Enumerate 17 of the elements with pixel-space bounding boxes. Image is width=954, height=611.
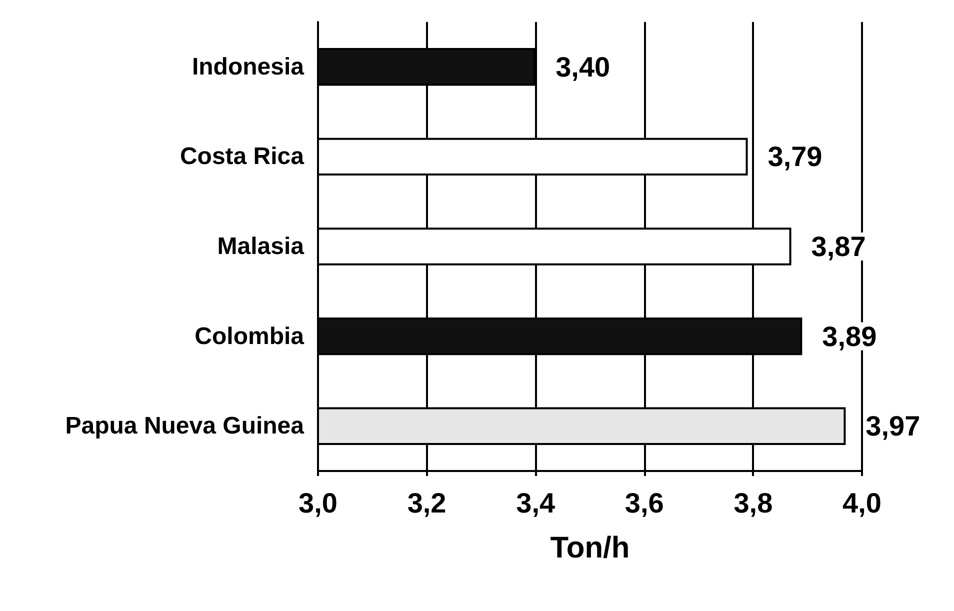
y-tick-label: Indonesia <box>192 53 305 80</box>
y-tick-label: Papua Nueva Guinea <box>65 412 305 440</box>
y-tick-label: Costa Rica <box>180 143 305 170</box>
x-tick-label: 3,8 <box>734 488 773 518</box>
x-tick-label: 4,0 <box>842 488 882 518</box>
x-tick-label: 3,6 <box>624 488 664 518</box>
data-label: 3,97 <box>866 410 920 442</box>
y-tick-label: Malasia <box>217 233 305 260</box>
data-label: 3,40 <box>556 51 610 82</box>
y-tick-label: Colombia <box>194 322 305 350</box>
data-label: 3,89 <box>822 320 877 352</box>
x-axis-title: Ton/h <box>550 532 630 564</box>
x-tick-label: 3,2 <box>407 488 446 518</box>
x-tick-label: 3,4 <box>516 488 556 518</box>
data-label: 3,79 <box>768 141 822 172</box>
x-tick-label: 3,0 <box>298 488 338 518</box>
data-label: 3,87 <box>811 231 866 262</box>
